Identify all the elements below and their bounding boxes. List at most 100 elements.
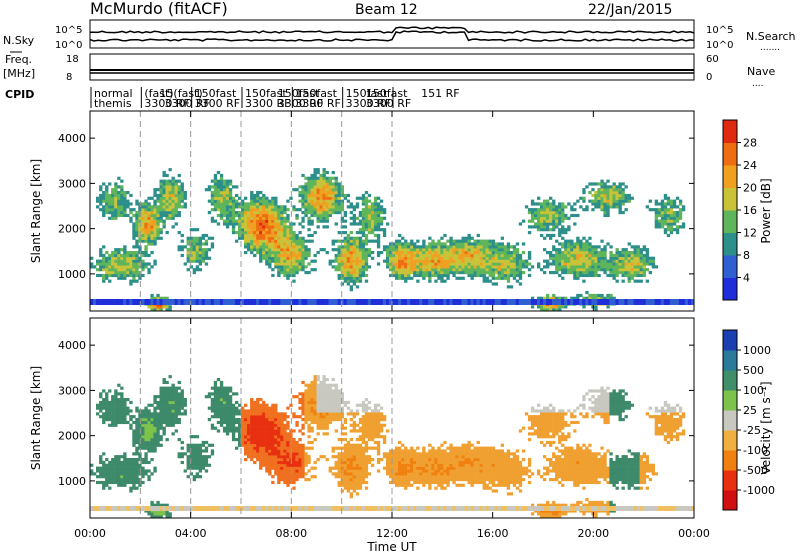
power-cell <box>349 279 354 283</box>
velocity-cell <box>262 412 266 416</box>
power-cell <box>271 273 275 278</box>
velocity-cell <box>298 458 302 462</box>
velocity-cell <box>292 486 296 490</box>
velocity-cell <box>162 392 166 396</box>
power-cell <box>346 239 351 243</box>
power-cell <box>645 299 650 305</box>
power-cell <box>304 245 308 249</box>
velocity-cell <box>304 455 308 459</box>
power-cell <box>219 199 224 203</box>
velocity-cell <box>268 415 272 419</box>
velocity-cell <box>216 420 221 425</box>
power-cell <box>132 276 136 280</box>
power-cell <box>219 179 224 183</box>
power-cell <box>367 213 372 218</box>
power-cell <box>591 245 595 249</box>
velocity-cell <box>150 438 154 442</box>
power-cell <box>657 211 662 215</box>
power-cell <box>440 271 444 275</box>
power-cell <box>609 251 613 255</box>
power-cell <box>609 293 613 298</box>
velocity-cell <box>129 475 133 479</box>
power-cell <box>479 239 483 243</box>
power-cell <box>612 196 616 200</box>
power-cell <box>310 182 314 186</box>
power-cell <box>386 245 390 249</box>
power-cell <box>159 231 163 235</box>
power-cell <box>352 245 357 249</box>
power-cell <box>286 271 290 275</box>
velocity-cell <box>123 455 127 459</box>
power-cell <box>669 299 674 305</box>
power-cell <box>434 256 438 260</box>
velocity-cell <box>144 418 148 422</box>
power-cell <box>470 245 474 249</box>
power-cell <box>126 271 130 275</box>
power-cell <box>162 193 166 198</box>
power-cell <box>277 205 281 209</box>
power-cell <box>117 299 121 305</box>
power-cell <box>129 219 133 223</box>
velocity-cell <box>259 466 263 470</box>
power-cell <box>328 259 332 263</box>
power-cell <box>105 185 109 189</box>
velocity-cell <box>304 392 308 396</box>
velocity-cell <box>247 449 251 453</box>
power-cell <box>253 233 257 238</box>
power-cell <box>639 251 643 255</box>
velocity-cell <box>307 455 311 459</box>
power-cell <box>283 211 287 215</box>
power-cell <box>443 265 447 269</box>
velocity-cell <box>135 446 139 450</box>
power-cell <box>591 259 595 263</box>
power-cell <box>186 236 190 240</box>
power-cell <box>286 225 290 229</box>
power-cell <box>265 211 269 215</box>
power-cell <box>271 225 275 229</box>
power-cell <box>467 233 471 238</box>
power-cell <box>609 191 613 195</box>
power-cell <box>325 182 329 186</box>
velocity-cell <box>153 512 157 516</box>
power-cell <box>295 188 299 192</box>
velocity-cell <box>174 412 178 416</box>
power-cell <box>582 245 586 249</box>
power-cell <box>192 242 197 246</box>
power-cell <box>256 205 260 209</box>
power-cell <box>135 279 139 283</box>
power-cell <box>440 236 444 240</box>
power-cell <box>295 242 299 246</box>
power-cell <box>461 242 465 246</box>
power-cell <box>546 225 550 229</box>
cpid-label-line2: 3300 RF <box>245 97 290 110</box>
velocity-cell <box>235 406 239 410</box>
power-cell <box>422 271 426 275</box>
power-cell <box>660 219 665 223</box>
velocity-cell <box>250 455 254 459</box>
velocity-cell <box>105 406 109 410</box>
power-cell <box>159 191 163 195</box>
power-cell <box>434 251 438 255</box>
power-cell <box>331 193 335 198</box>
power-cell <box>225 219 230 223</box>
power-cell <box>135 242 139 246</box>
power-cell <box>225 182 230 186</box>
power-cell <box>576 299 580 305</box>
power-cell <box>386 259 390 263</box>
power-cell <box>102 182 106 186</box>
power-cell <box>552 202 556 206</box>
velocity-cell <box>319 420 323 425</box>
power-cell <box>180 182 184 186</box>
velocity-cell <box>319 389 323 393</box>
power-cell <box>313 171 317 175</box>
power-cell <box>307 191 311 195</box>
velocity-cell <box>195 435 200 439</box>
power-cell <box>473 251 477 255</box>
power-cell <box>180 188 184 192</box>
power-cell <box>123 271 127 275</box>
power-cell <box>627 196 631 200</box>
velocity-cell <box>328 412 332 416</box>
power-cell <box>120 205 124 209</box>
velocity-cell <box>138 483 142 487</box>
power-cell <box>271 299 275 305</box>
